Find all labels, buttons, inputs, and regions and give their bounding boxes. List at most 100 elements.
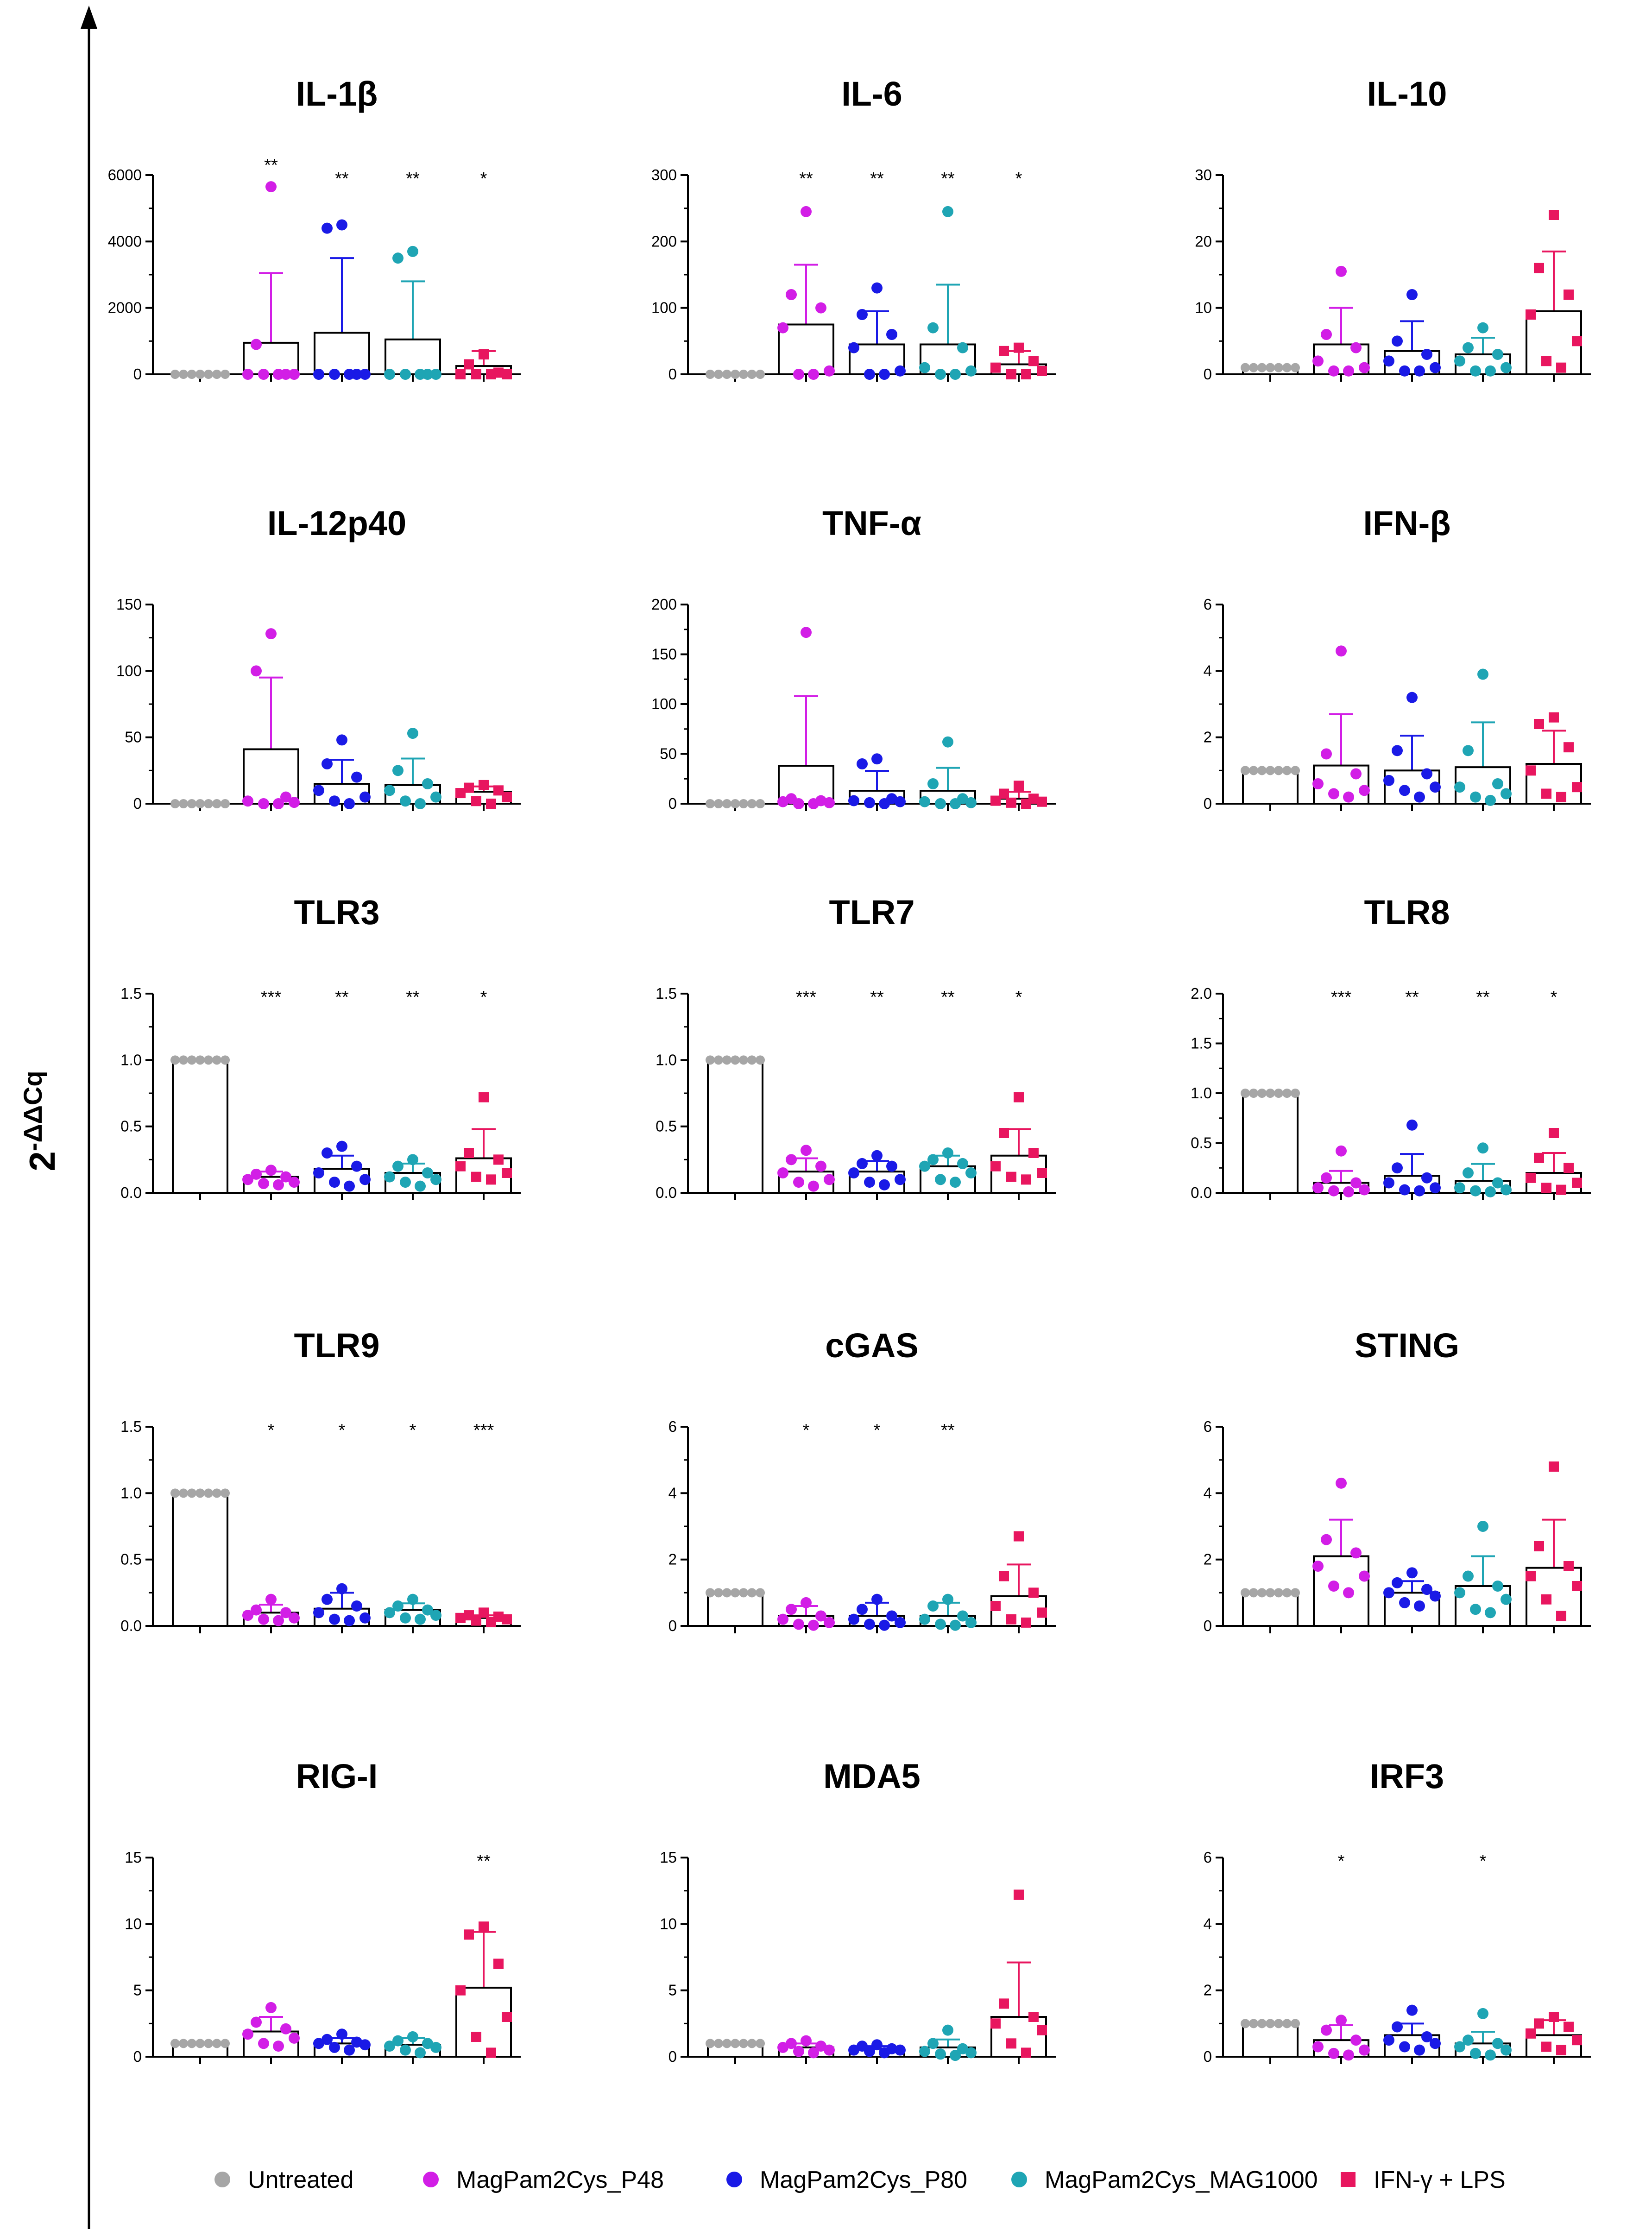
data-point-magpam2cys-p80 (1430, 1182, 1441, 1194)
data-point-magpam2cys-mag1000 (919, 362, 930, 373)
data-point-magpam2cys-mag1000 (935, 1174, 946, 1185)
data-point-untreated (1266, 1588, 1275, 1598)
data-point-untreated (1274, 1588, 1283, 1598)
data-point-ifn-lps (1014, 342, 1024, 353)
data-point-magpam2cys-p48 (815, 2041, 826, 2052)
legend-marker-circle (726, 2172, 742, 2187)
data-point-ifn-lps (1572, 2035, 1582, 2046)
significance-marker: * (1551, 988, 1557, 1007)
y-tick-label: 4 (1204, 1915, 1212, 1932)
data-point-magpam2cys-p80 (344, 2044, 355, 2056)
data-point-ifn-lps (1534, 2018, 1544, 2029)
bar-untreated (1242, 769, 1299, 805)
data-point-untreated (1257, 766, 1267, 775)
data-point-untreated (731, 799, 740, 808)
y-axis-arrow (81, 6, 97, 2229)
data-point-ifn-lps (493, 785, 504, 796)
data-point-magpam2cys-p48 (793, 1619, 804, 1630)
data-point-untreated (722, 1588, 731, 1598)
data-point-magpam2cys-p80 (1430, 362, 1441, 373)
data-point-untreated (722, 370, 731, 379)
data-point-magpam2cys-p48 (258, 798, 269, 809)
bar-magpam2cys-mag1000 (920, 1165, 976, 1194)
data-point-magpam2cys-p48 (1321, 748, 1332, 760)
data-point-ifn-lps (479, 1607, 489, 1618)
data-point-untreated (1274, 1089, 1283, 1098)
data-point-magpam2cys-p48 (289, 2032, 300, 2044)
y-tick-label: 1.5 (1191, 1035, 1212, 1052)
data-point-magpam2cys-p48 (273, 369, 284, 380)
data-point-magpam2cys-p80 (359, 791, 371, 803)
data-point-magpam2cys-mag1000 (1463, 1167, 1474, 1178)
data-point-magpam2cys-p80 (1406, 1119, 1418, 1131)
data-point-magpam2cys-p48 (1350, 1547, 1362, 1559)
data-point-ifn-lps (990, 1161, 1001, 1172)
data-point-untreated (714, 1055, 723, 1065)
data-point-untreated (204, 1055, 213, 1065)
bar-magpam2cys-p48 (243, 748, 299, 805)
data-point-untreated (1249, 1588, 1258, 1598)
data-point-untreated (195, 1055, 205, 1065)
data-point-magpam2cys-p80 (871, 2039, 883, 2051)
data-point-ifn-lps (1006, 369, 1016, 379)
data-point-magpam2cys-p48 (251, 2016, 262, 2028)
data-point-magpam2cys-p48 (289, 1177, 300, 1188)
data-point-untreated (204, 799, 213, 808)
data-point-magpam2cys-p80 (322, 222, 333, 234)
data-point-ifn-lps (999, 1128, 1009, 1138)
data-point-untreated (747, 1588, 757, 1598)
data-point-magpam2cys-mag1000 (927, 322, 939, 334)
data-point-untreated (747, 370, 757, 379)
data-point-untreated (1291, 766, 1300, 775)
panel-rig-i: RIG-I 0 5 10 15 ** (125, 1757, 521, 2065)
data-point-magpam2cys-mag1000 (1463, 2034, 1474, 2046)
data-point-magpam2cys-p48 (265, 1165, 277, 1176)
data-point-magpam2cys-p80 (895, 365, 906, 377)
data-point-magpam2cys-mag1000 (1463, 745, 1474, 756)
data-point-magpam2cys-mag1000 (422, 1604, 433, 1616)
data-point-magpam2cys-p48 (1321, 2024, 1332, 2036)
data-point-untreated (714, 1588, 723, 1598)
data-point-magpam2cys-p80 (351, 771, 362, 783)
data-point-ifn-lps (1021, 799, 1031, 809)
data-point-untreated (221, 1055, 230, 1065)
data-point-magpam2cys-mag1000 (942, 1147, 953, 1159)
data-point-magpam2cys-p80 (895, 2044, 906, 2056)
y-tick-label: 10 (660, 1915, 677, 1932)
data-point-magpam2cys-mag1000 (1477, 1521, 1488, 1532)
data-point-ifn-lps (1021, 1174, 1031, 1185)
data-point-untreated (195, 799, 205, 808)
data-point-ifn-lps (455, 1612, 466, 1623)
data-point-magpam2cys-mag1000 (415, 1613, 426, 1625)
y-tick-label: 0.5 (120, 1118, 142, 1135)
legend-item-ifn-lps: IFN-γ + LPS (1341, 2167, 1506, 2193)
y-axis-label-exponent: -ΔΔCq (18, 1071, 47, 1151)
data-point-magpam2cys-mag1000 (957, 2043, 968, 2054)
data-point-magpam2cys-p48 (808, 798, 819, 809)
data-point-untreated (1241, 766, 1250, 775)
data-point-magpam2cys-p48 (251, 1168, 262, 1180)
data-point-magpam2cys-p48 (265, 1594, 277, 1605)
data-point-ifn-lps (1006, 1614, 1016, 1625)
bar-ifn-lps (1526, 1567, 1582, 1627)
data-point-magpam2cys-p48 (280, 2023, 291, 2034)
significance-marker: ** (941, 169, 955, 189)
data-point-ifn-lps (471, 796, 481, 806)
data-point-magpam2cys-mag1000 (1454, 781, 1465, 793)
y-tick-label: 0 (1204, 1617, 1212, 1634)
significance-marker: ** (870, 169, 884, 189)
data-point-magpam2cys-mag1000 (1470, 1604, 1481, 1615)
data-point-magpam2cys-p48 (265, 181, 277, 193)
data-point-ifn-lps (1572, 336, 1582, 346)
data-point-magpam2cys-p48 (289, 1612, 300, 1624)
data-point-magpam2cys-mag1000 (919, 796, 930, 807)
significance-marker: ** (1405, 988, 1419, 1007)
data-point-untreated (706, 1055, 715, 1065)
data-point-magpam2cys-mag1000 (1501, 1184, 1512, 1196)
data-point-magpam2cys-p80 (359, 2039, 371, 2051)
panel-title: IL-12p40 (267, 504, 406, 542)
data-point-magpam2cys-p80 (313, 1607, 324, 1619)
data-point-ifn-lps (1564, 1163, 1574, 1173)
